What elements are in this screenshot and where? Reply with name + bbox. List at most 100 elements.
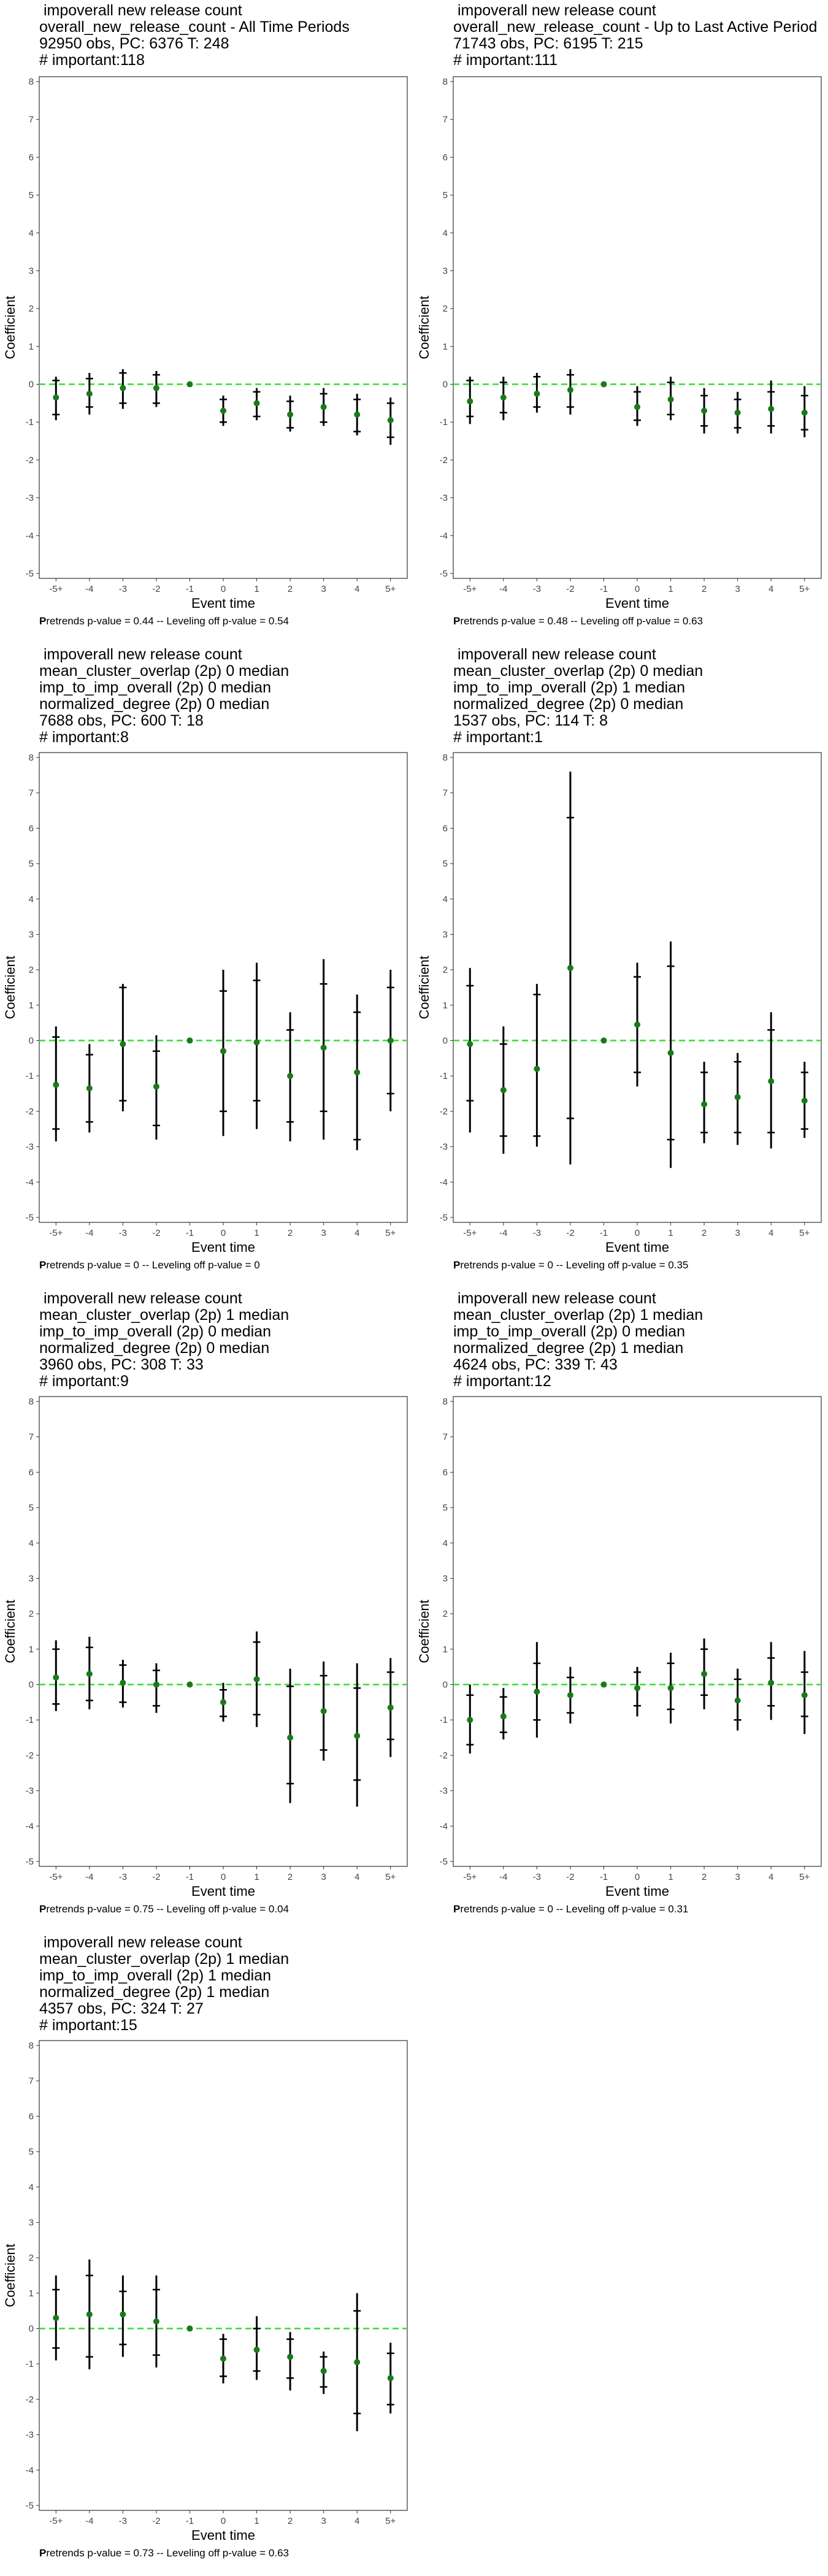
chart-title-line: impoverall new release count [39, 2, 242, 19]
x-tick-label: -2 [152, 1872, 160, 1882]
chart-title-line: mean_cluster_overlap (2p) 0 median [453, 662, 703, 680]
pvalue-caption-initial: P [39, 615, 47, 627]
y-tick-label: -3 [440, 1786, 448, 1796]
y-axis-label: Coefficient [2, 956, 18, 1019]
chart-title-line: normalized_degree (2p) 0 median [453, 696, 684, 713]
x-tick-label: 5+ [385, 1872, 396, 1882]
pvalue-caption-text: retrends p-value = 0 -- Leveling off p-v… [460, 1259, 689, 1271]
pvalue-caption-text: retrends p-value = 0 -- Leveling off p-v… [460, 1903, 689, 1915]
y-tick-label: -4 [26, 2465, 34, 2475]
y-tick-label: 2 [29, 965, 34, 975]
data-point [320, 1045, 327, 1051]
x-tick-label: -1 [186, 2516, 194, 2526]
pvalue-caption-initial: P [453, 615, 461, 627]
y-tick-label: 4 [443, 894, 448, 905]
data-point [667, 1049, 674, 1056]
data-point [600, 1037, 607, 1044]
x-tick-label: 0 [635, 584, 640, 594]
chart-panel-7: impoverall new release count mean_cluster… [0, 1932, 414, 2576]
data-point [354, 1069, 361, 1076]
data-point [354, 411, 361, 418]
x-axis-label: Event time [605, 1240, 669, 1255]
x-tick-label: -2 [152, 584, 160, 594]
y-tick-label: -2 [26, 1750, 34, 1761]
data-point [634, 404, 640, 410]
data-point [600, 1681, 607, 1688]
x-tick-label: -5+ [49, 2516, 63, 2526]
y-tick-label: 0 [29, 1680, 34, 1690]
chart-title: impoverall new release count overall_new_… [39, 2, 350, 69]
x-tick-label: -1 [186, 584, 194, 594]
y-tick-label: 6 [443, 823, 448, 834]
x-tick-label: 0 [221, 584, 226, 594]
data-point [220, 407, 226, 414]
x-tick-label: 1 [668, 1872, 673, 1882]
y-tick-label: -2 [26, 1106, 34, 1117]
data-point [153, 2318, 159, 2325]
y-tick-label: -2 [440, 1106, 448, 1117]
y-tick-label: -5 [440, 1857, 448, 1867]
y-tick-label: -5 [440, 569, 448, 579]
y-axis-label: Coefficient [2, 296, 18, 359]
plot-frame [39, 2040, 408, 2511]
chart-title-line: impoverall new release count [453, 2, 656, 19]
y-tick-label: 5 [443, 859, 448, 869]
data-point [634, 1021, 640, 1028]
y-tick-label: 8 [29, 2041, 34, 2051]
x-tick-label: 3 [735, 584, 740, 594]
x-tick-label: 0 [221, 1872, 226, 1882]
y-tick-label: -1 [26, 2359, 34, 2369]
y-tick-label: 5 [443, 1503, 448, 1513]
x-tick-label: 4 [769, 584, 773, 594]
chart-title-line: overall_new_release_count - All Time Per… [39, 18, 350, 36]
y-tick-label: 8 [443, 77, 448, 87]
y-tick-label: 0 [29, 1036, 34, 1046]
x-tick-label: -4 [499, 1228, 507, 1238]
plot-svg: -5 -4 -3 -2 -1 0 1 2 3 4 5 6 7 8 -5+ -4 -3 -2 -1 0 1 2 3 4 5+ Eve… [2, 76, 408, 611]
chart-title-line: normalized_degree (2p) 0 median [39, 1340, 270, 1357]
data-point [86, 1085, 93, 1092]
y-tick-label: -3 [26, 493, 34, 504]
plot-frame [453, 76, 822, 579]
data-point [220, 1699, 226, 1706]
x-tick-label: 3 [321, 1872, 326, 1882]
data-point [567, 965, 573, 972]
plot-frame [39, 76, 408, 579]
data-point [287, 1073, 294, 1079]
pvalue-caption: Pretrends p-value = 0 -- Leveling off p-… [453, 1903, 688, 1915]
x-tick-label: 3 [321, 2516, 326, 2526]
y-tick-label: -1 [440, 417, 448, 427]
y-tick-label: 0 [443, 1680, 448, 1690]
chart-title-line: 3960 obs, PC: 308 T: 33 [39, 1356, 204, 1373]
x-tick-label: 2 [288, 1228, 293, 1238]
y-tick-label: 7 [29, 788, 34, 799]
data-point [768, 1078, 775, 1084]
y-tick-label: -2 [26, 455, 34, 466]
y-tick-label: 6 [29, 1467, 34, 1478]
x-tick-label: 3 [735, 1872, 740, 1882]
data-point [86, 1671, 93, 1677]
x-tick-label: -1 [186, 1872, 194, 1882]
y-tick-label: -4 [440, 1177, 448, 1187]
chart-title-line: # important:9 [39, 1373, 129, 1390]
data-point [768, 405, 775, 412]
pvalue-caption: Pretrends p-value = 0 -- Leveling off p-… [453, 1259, 688, 1271]
chart-title: impoverall new release count overall_new_… [453, 2, 817, 69]
x-tick-label: -5+ [463, 584, 477, 594]
data-point [734, 409, 741, 416]
y-tick-label: 5 [29, 859, 34, 869]
data-point [801, 1692, 808, 1698]
chart-title-line: impoverall new release count [453, 646, 656, 663]
data-point [253, 1676, 260, 1682]
data-point [120, 385, 126, 391]
y-tick-label: -5 [26, 1213, 34, 1223]
y-tick-label: 0 [443, 380, 448, 390]
plot-frame [453, 1396, 822, 1867]
chart-title-line: impoverall new release count [39, 1290, 242, 1307]
data-point [287, 2353, 294, 2360]
chart-title-line: # important:1 [453, 729, 543, 746]
y-tick-label: 2 [29, 304, 34, 314]
y-tick-label: -5 [26, 569, 34, 579]
data-point [534, 390, 540, 397]
y-tick-label: -4 [26, 531, 34, 541]
